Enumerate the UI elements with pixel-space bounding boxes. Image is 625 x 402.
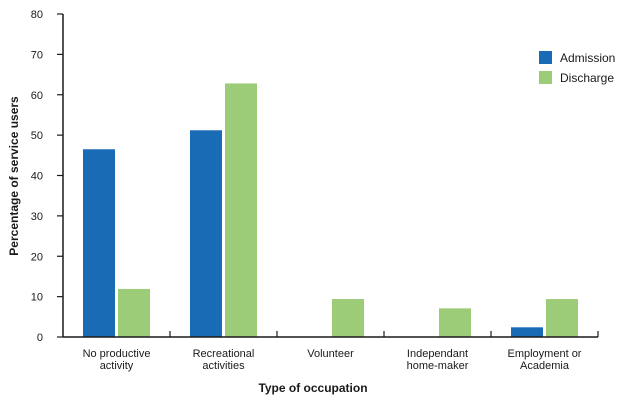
legend-swatch-discharge — [539, 71, 552, 84]
x-category-label: Volunteer — [307, 348, 354, 360]
bar-admission — [190, 130, 222, 337]
bar-discharge — [225, 83, 257, 337]
legend-label-admission: Admission — [560, 51, 615, 65]
bar-discharge — [546, 299, 578, 337]
y-axis-title: Percentage of service users — [7, 96, 21, 256]
y-tick-label: 30 — [31, 211, 43, 223]
y-tick-label: 40 — [31, 171, 43, 183]
bar-admission — [511, 327, 543, 337]
y-tick-label: 70 — [31, 49, 43, 61]
x-category-labels: No productive activity Recreational activit… — [83, 348, 582, 372]
x-category-label: Recreational activities — [193, 348, 255, 372]
y-tick-label: 20 — [31, 251, 43, 263]
bar-discharge — [439, 308, 471, 337]
legend: Admission Discharge — [539, 51, 615, 85]
x-axis-title: Type of occupation — [258, 381, 367, 395]
legend-label-discharge: Discharge — [560, 71, 614, 85]
y-tick-label: 10 — [31, 292, 43, 304]
x-category-label: Independant home-maker — [407, 348, 469, 372]
x-category-label: No productive activity — [83, 348, 151, 372]
bars-layer — [83, 83, 578, 337]
bar-discharge — [332, 299, 364, 337]
y-tick-label: 50 — [31, 130, 43, 142]
x-category-label: Employment or Academia — [508, 348, 582, 372]
bar-admission — [83, 149, 115, 337]
y-tick-label: 60 — [31, 90, 43, 102]
y-tick-label: 0 — [37, 332, 43, 344]
legend-swatch-admission — [539, 51, 552, 64]
x-ticks — [169, 331, 599, 337]
y-ticks: 0 10 20 30 40 50 60 70 80 — [31, 9, 63, 344]
bar-discharge — [118, 288, 150, 337]
y-tick-label: 80 — [31, 9, 43, 21]
